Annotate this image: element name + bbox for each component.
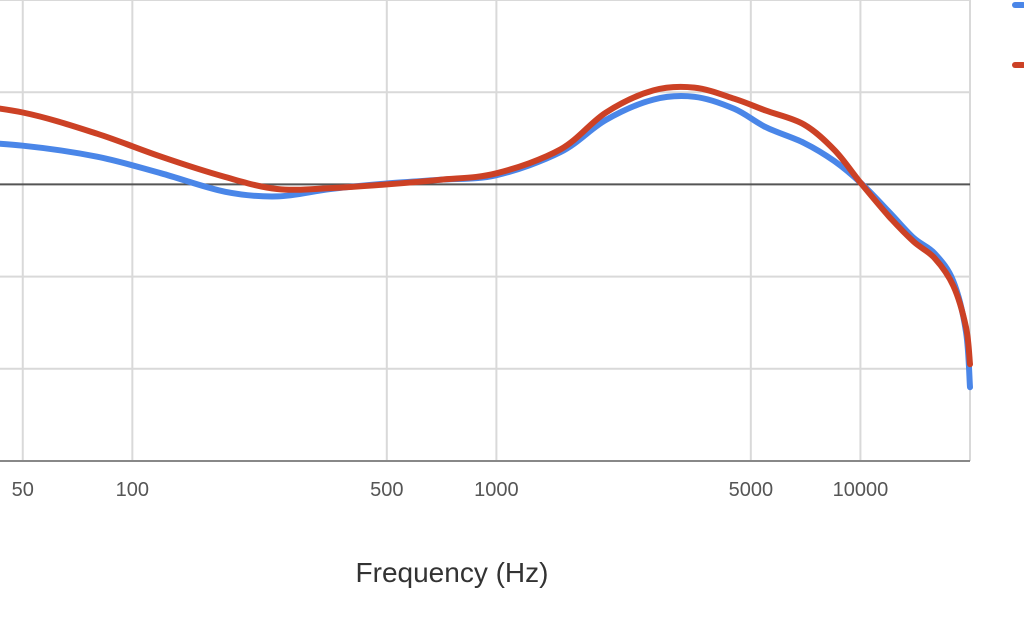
legend (1012, 2, 1024, 68)
vertical-gridlines (21, 0, 971, 461)
legend-swatch-1 (1012, 2, 1024, 8)
x-tick-label: 50 (12, 479, 34, 501)
x-tick-label: 1000 (474, 479, 519, 501)
horizontal-gridlines (0, 0, 970, 370)
x-tick-label: 5000 (729, 479, 774, 501)
legend-swatch-2 (1012, 62, 1024, 68)
x-tick-label: 10000 (833, 479, 889, 501)
x-axis-title: Frequency (Hz) (356, 557, 549, 588)
x-tick-label: 500 (370, 479, 403, 501)
series-lines (0, 83, 973, 391)
series-line-2 (0, 83, 973, 368)
x-tick-label: 100 (116, 479, 149, 501)
x-tick-labels: 50 100 500 1000 5000 10000 (12, 479, 889, 501)
